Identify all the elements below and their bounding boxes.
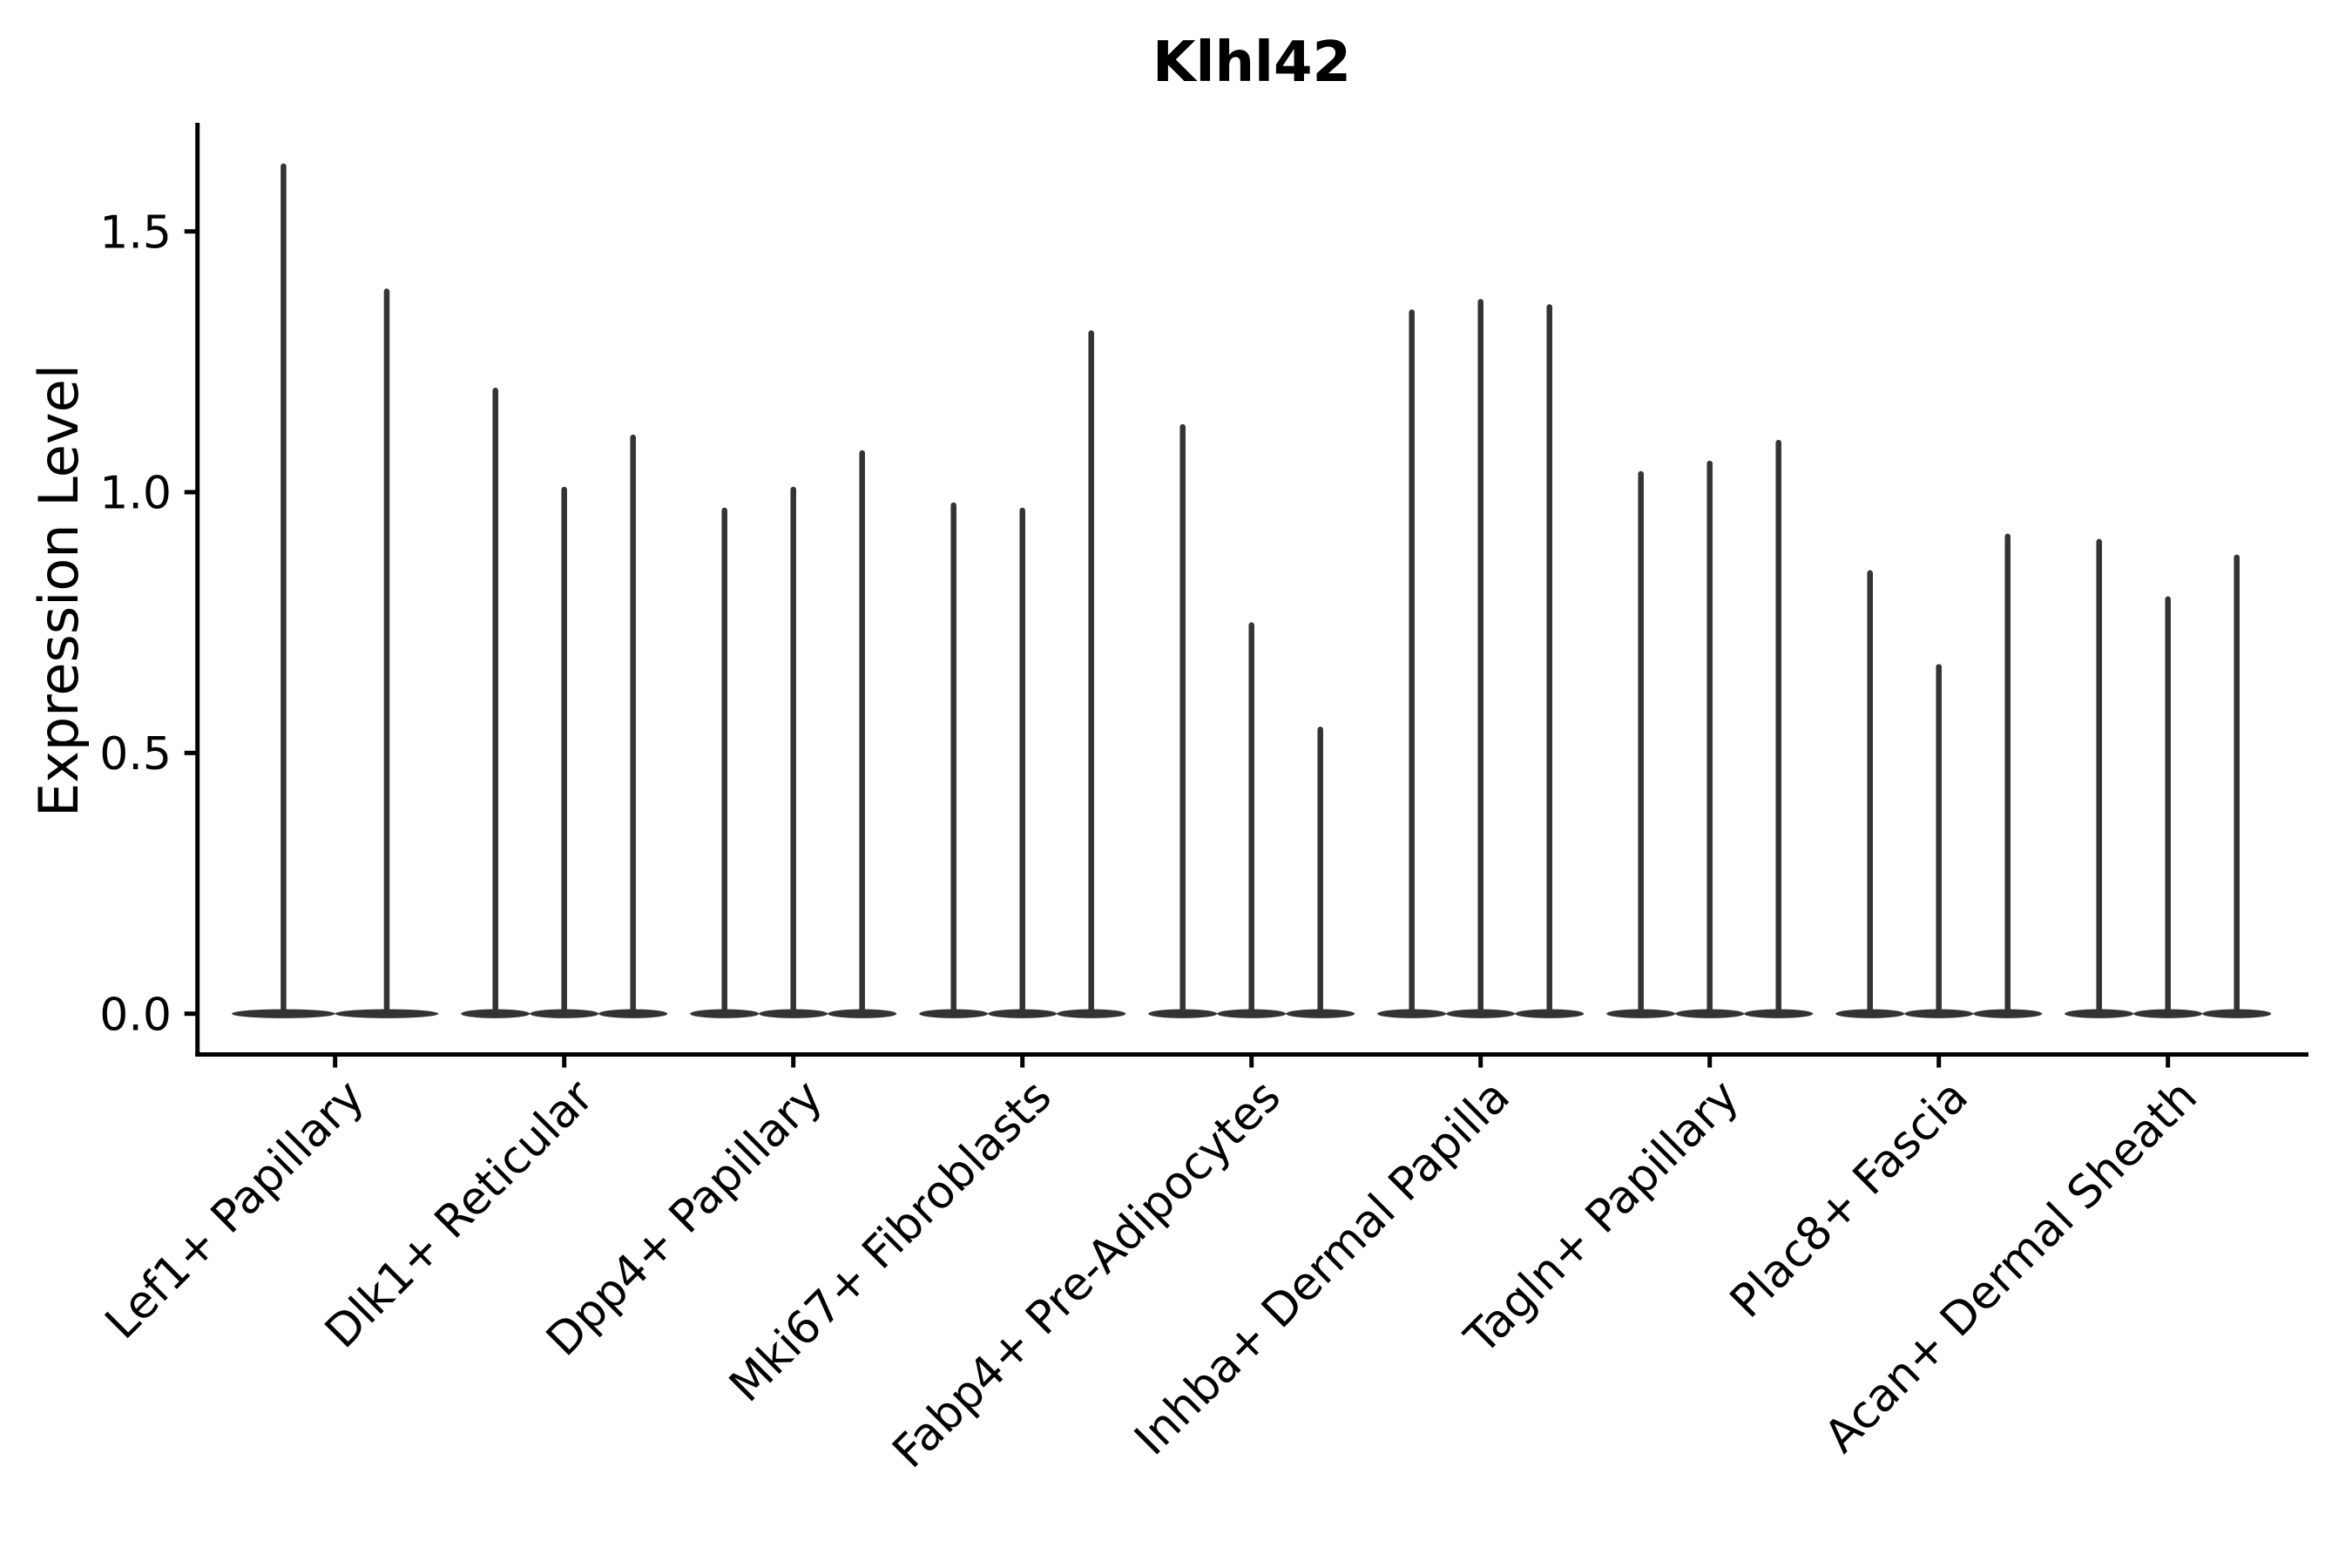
- y-tick-label: 1.0: [99, 468, 172, 520]
- plot-title: Klhl42: [1152, 30, 1352, 95]
- y-tick-label: 0.0: [99, 989, 172, 1041]
- x-tick-label: Plac8+ Fascia: [1720, 1071, 1978, 1328]
- y-tick-label: 0.5: [99, 728, 172, 781]
- y-tick-label: 1.5: [99, 206, 172, 259]
- x-tick-label: Acan+ Dermal Sheath: [1815, 1071, 2207, 1463]
- x-tick-label: Inhba+ Dermal Papilla: [1125, 1071, 1519, 1465]
- x-tick-label: Fabp4+ Pre-Adipocytes: [883, 1071, 1291, 1478]
